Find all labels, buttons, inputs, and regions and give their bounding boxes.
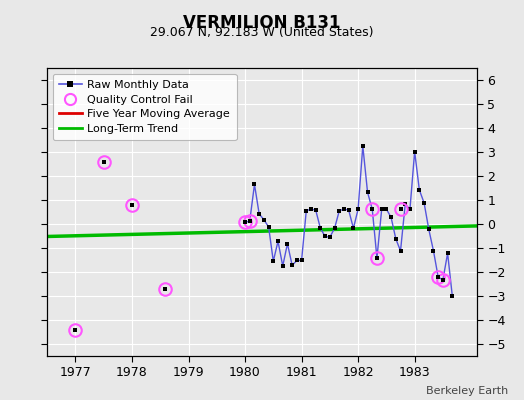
Text: 29.067 N, 92.183 W (United States): 29.067 N, 92.183 W (United States) bbox=[150, 26, 374, 39]
Legend: Raw Monthly Data, Quality Control Fail, Five Year Moving Average, Long-Term Tren: Raw Monthly Data, Quality Control Fail, … bbox=[53, 74, 236, 140]
Text: Berkeley Earth: Berkeley Earth bbox=[426, 386, 508, 396]
Text: VERMILION B131: VERMILION B131 bbox=[183, 14, 341, 32]
